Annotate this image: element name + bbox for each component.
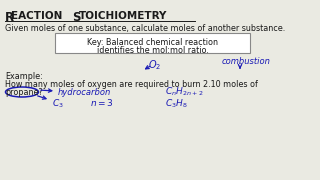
Text: EACTION: EACTION bbox=[11, 11, 66, 21]
Text: Key: Balanced chemical reaction: Key: Balanced chemical reaction bbox=[87, 38, 218, 47]
Text: identifies the mol:mol ratio.: identifies the mol:mol ratio. bbox=[97, 46, 208, 55]
Text: $n=3$: $n=3$ bbox=[90, 97, 114, 108]
Text: hydrocarbon: hydrocarbon bbox=[58, 88, 111, 97]
Text: $C_3H_8$: $C_3H_8$ bbox=[165, 97, 188, 109]
Text: R: R bbox=[5, 11, 14, 24]
Text: How many moles of oxygen are required to burn 2.10 moles of: How many moles of oxygen are required to… bbox=[5, 80, 258, 89]
Text: $C_nH_{2n+2}$: $C_nH_{2n+2}$ bbox=[165, 85, 204, 98]
Text: $O_2$: $O_2$ bbox=[148, 58, 161, 72]
Text: TOICHIOMETRY: TOICHIOMETRY bbox=[79, 11, 167, 21]
Text: S: S bbox=[72, 11, 81, 24]
Text: Given moles of one substance, calculate moles of another substance.: Given moles of one substance, calculate … bbox=[5, 24, 285, 33]
Text: propane?: propane? bbox=[5, 88, 43, 97]
Text: $C_3$: $C_3$ bbox=[52, 97, 64, 109]
Bar bbox=[55, 33, 250, 53]
Text: combustion: combustion bbox=[222, 57, 271, 66]
Text: Example:: Example: bbox=[5, 72, 43, 81]
